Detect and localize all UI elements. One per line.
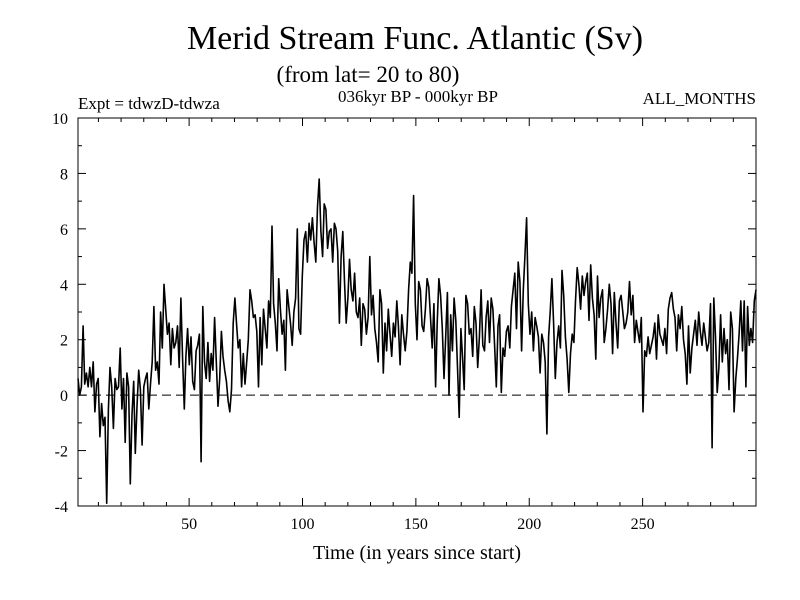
y-tick-label: 0 [60,388,68,405]
y-tick-label: -4 [55,499,68,516]
chart-subtitle: (from lat= 20 to 80) [277,62,460,87]
y-tick-label: -2 [55,444,68,461]
x-tick-label: 200 [517,516,541,533]
period-label: 036kyr BP - 000kyr BP [338,87,498,106]
x-tick-label: 100 [290,516,314,533]
chart-title: Merid Stream Func. Atlantic (Sv) [187,20,643,57]
x-axis-label: Time (in years since start) [313,542,521,564]
y-tick-label: 4 [60,277,68,294]
y-tick-label: 2 [60,333,68,350]
y-tick-label: 6 [60,222,68,239]
months-label: ALL_MONTHS [643,89,756,108]
y-tick-label: 8 [60,166,68,183]
x-tick-label: 50 [181,516,197,533]
series-line [77,178,757,505]
x-tick-label: 250 [631,516,655,533]
x-tick-label: 150 [404,516,428,533]
y-tick-label: 10 [52,111,68,128]
experiment-label: Expt = tdwzD-tdwza [78,94,220,113]
plot-frame [77,117,757,507]
